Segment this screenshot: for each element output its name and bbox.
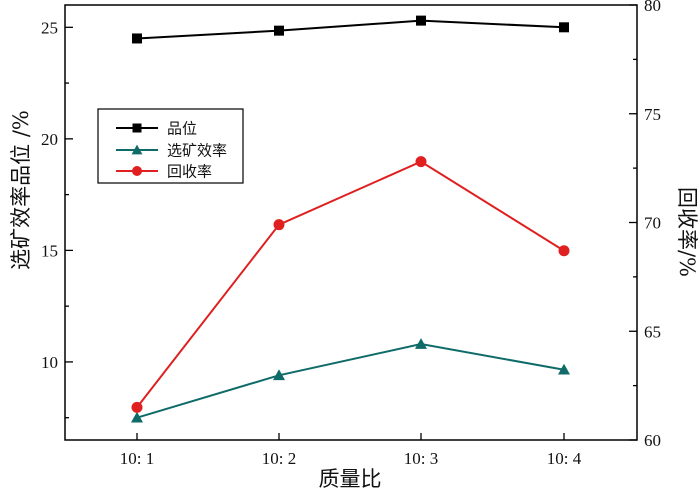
y-right-tick-label: 60 [644, 431, 661, 450]
series-2 [131, 338, 570, 423]
data-point [274, 25, 284, 36]
plot-area [131, 15, 570, 423]
y-axis-title-right: 回收率/% [675, 187, 699, 277]
y-right-tick-label: 80 [644, 0, 661, 15]
y-axis-title-left: 选矿效率品位 /% [9, 110, 33, 270]
legend-marker [132, 123, 142, 133]
data-point [415, 338, 427, 349]
y-right-tick-label: 70 [644, 214, 661, 233]
series-line [136, 343, 565, 419]
data-point [131, 411, 143, 423]
data-point [132, 33, 142, 44]
x-tick-label: 10: 2 [262, 449, 296, 468]
legend-label: 品位 [167, 120, 197, 138]
y-left-tick-label: 20 [41, 130, 58, 149]
series-line [136, 19, 565, 40]
x-tick-label: 10: 1 [120, 449, 154, 468]
legend-marker [132, 166, 142, 176]
data-point [273, 219, 285, 231]
data-point [558, 245, 570, 257]
series-line [136, 160, 565, 408]
y-right-tick-label: 75 [644, 105, 661, 124]
x-tick-label: 10: 4 [547, 449, 582, 468]
data-point [558, 363, 570, 375]
data-point [415, 156, 427, 168]
data-point [559, 22, 569, 33]
series-3 [131, 156, 570, 413]
data-point [273, 369, 285, 381]
axes: 10: 1 10: 2 10: 3 10: 4 10 15 20 25 60 65 70 75 80 [41, 0, 661, 468]
legend-label: 回收率 [167, 163, 212, 181]
y-left-tick-label: 15 [41, 241, 58, 260]
data-point [416, 15, 426, 26]
axis-titles: 质量比 选矿效率品位 /% 回收率/% [9, 110, 699, 491]
x-tick-label: 10: 3 [404, 449, 438, 468]
data-point [131, 401, 143, 413]
y-left-tick-label: 25 [41, 18, 58, 37]
legend-label: 选矿效率 [167, 142, 227, 160]
y-left-tick-label: 10 [41, 353, 58, 372]
x-axis-title: 质量比 [319, 467, 382, 491]
legend-marker [131, 144, 143, 155]
series-1 [132, 15, 569, 44]
y-right-tick-label: 65 [644, 322, 661, 341]
plot-frame [64, 4, 638, 441]
